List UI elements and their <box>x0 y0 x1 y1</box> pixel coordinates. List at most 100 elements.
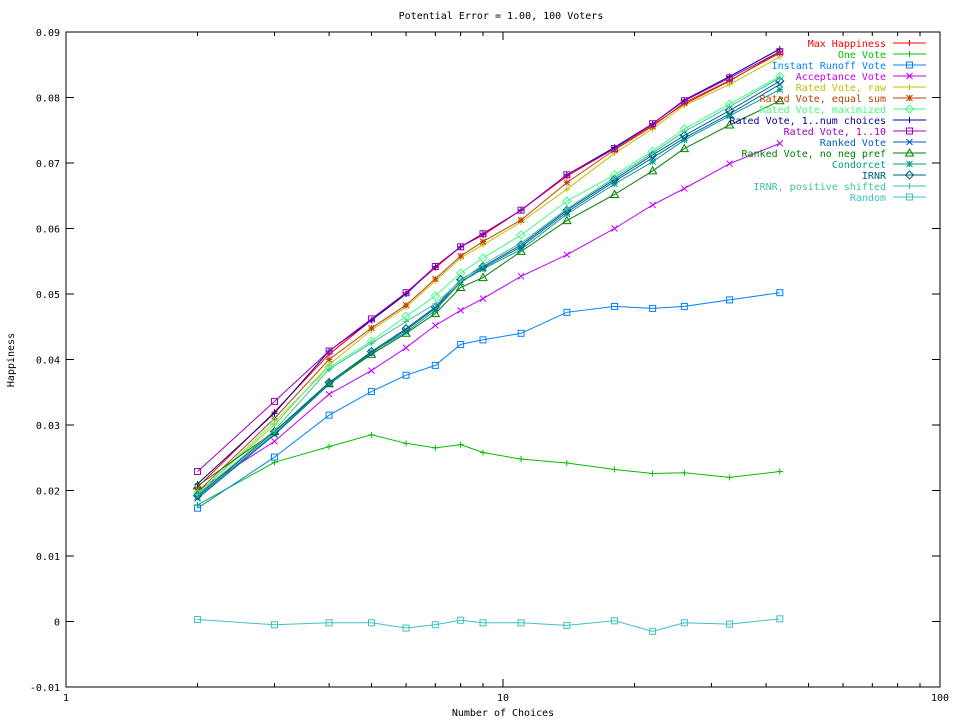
data-point <box>726 296 734 304</box>
data-point <box>649 120 657 128</box>
x-axis-label: Number of Choices <box>452 708 554 719</box>
series <box>194 74 783 498</box>
data-point <box>724 120 735 129</box>
legend-label: Ranked Vote, no neg pref <box>742 149 887 160</box>
data-point <box>431 275 439 283</box>
data-point <box>563 621 571 629</box>
data-point <box>726 620 734 628</box>
data-point <box>457 307 465 314</box>
data-point <box>455 282 466 291</box>
data-point <box>904 147 915 157</box>
data-point <box>479 230 487 238</box>
data-point <box>562 196 572 206</box>
data-point <box>455 268 466 278</box>
data-point <box>194 616 202 624</box>
legend-label: Rated Vote, 1..10 <box>784 127 886 138</box>
data-point <box>906 193 913 201</box>
data-point <box>611 174 618 181</box>
data-point <box>325 411 333 419</box>
data-point <box>194 491 201 498</box>
data-point <box>518 456 525 463</box>
data-point <box>432 444 439 451</box>
series <box>194 431 783 508</box>
data-point <box>906 61 913 69</box>
data-point <box>726 160 733 168</box>
data-point <box>647 165 658 175</box>
data-point <box>906 117 913 123</box>
data-point <box>776 86 784 93</box>
data-point <box>611 617 619 625</box>
data-point <box>906 138 913 146</box>
data-point <box>609 189 620 198</box>
series-line <box>197 76 781 495</box>
data-point <box>517 619 525 627</box>
data-point <box>726 74 734 82</box>
data-point <box>680 302 688 310</box>
data-point <box>325 380 333 388</box>
data-point <box>563 186 570 193</box>
series-line <box>197 100 781 487</box>
data-point <box>430 291 441 301</box>
y-tick-label: -0.01 <box>30 683 60 694</box>
data-point <box>402 344 410 352</box>
series <box>194 81 784 502</box>
series-line <box>197 89 781 498</box>
legend-label: Max Happiness <box>808 39 886 50</box>
y-tick-label: 0.06 <box>36 225 60 236</box>
data-point <box>368 340 375 347</box>
data-point <box>368 367 375 374</box>
y-axis-label: Happiness <box>6 333 17 387</box>
data-point <box>517 329 525 337</box>
series <box>194 615 784 635</box>
legend-label: Condorcet <box>832 160 886 171</box>
data-point <box>649 304 657 312</box>
data-point <box>649 201 656 209</box>
data-point <box>681 128 688 135</box>
data-point <box>479 238 487 245</box>
series <box>194 49 784 496</box>
data-point <box>679 130 690 141</box>
data-point <box>517 272 525 280</box>
series <box>192 95 785 490</box>
data-point <box>726 112 733 120</box>
legend-label: One Vote <box>838 50 886 61</box>
data-point <box>403 318 410 325</box>
data-point <box>432 300 439 307</box>
legend-label: Ranked Vote <box>820 138 886 149</box>
data-point <box>561 215 572 225</box>
legend-label: Random <box>850 193 886 204</box>
series <box>194 53 783 497</box>
data-point <box>325 390 333 398</box>
data-point <box>324 377 334 388</box>
data-point <box>516 240 526 250</box>
series-layer <box>192 46 785 635</box>
data-point <box>774 95 785 105</box>
data-point <box>367 619 375 627</box>
chart-title: Potential Error = 1.00, 100 Voters <box>399 11 604 22</box>
data-point <box>480 261 487 268</box>
data-point <box>563 308 571 316</box>
data-point <box>906 94 913 102</box>
data-point <box>403 440 410 447</box>
y-tick-label: 0.09 <box>36 28 60 39</box>
data-point <box>649 470 656 477</box>
y-tick-label: 0.08 <box>36 94 60 105</box>
data-point <box>325 356 333 363</box>
data-point <box>478 261 488 272</box>
data-point <box>681 469 688 476</box>
y-tick-label: 0.07 <box>36 159 60 170</box>
legend-label: Rated Vote, raw <box>796 83 887 94</box>
data-point <box>271 427 278 434</box>
data-point <box>401 324 411 334</box>
series-line <box>197 80 781 497</box>
y-tick-label: 0.04 <box>36 356 60 367</box>
data-point <box>402 328 410 336</box>
data-point <box>680 185 688 192</box>
data-point <box>431 361 439 369</box>
data-point <box>271 621 279 629</box>
data-point <box>271 438 278 445</box>
data-point <box>367 388 375 396</box>
data-point <box>194 504 202 512</box>
data-point <box>326 443 333 450</box>
